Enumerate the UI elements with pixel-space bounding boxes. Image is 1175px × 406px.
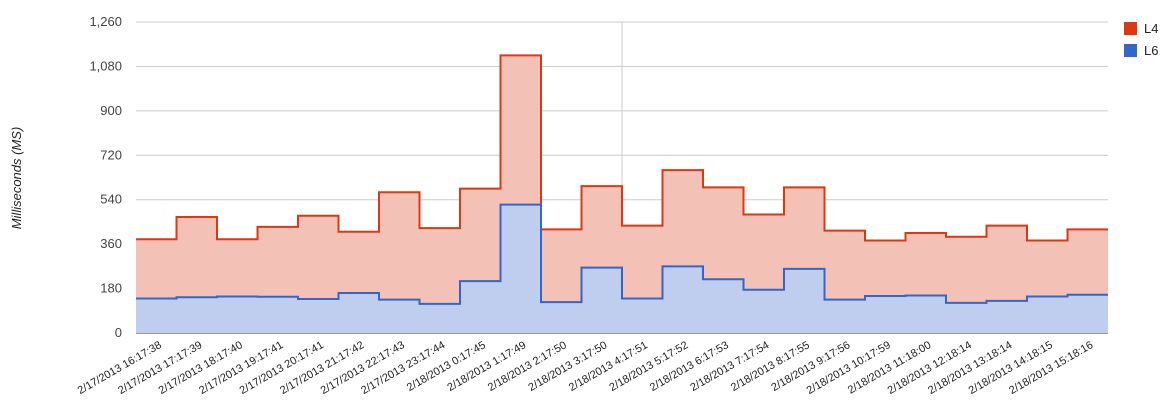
y-axis-title: Milliseconds (MS) [9, 127, 24, 230]
y-tick-label: 0 [115, 325, 122, 340]
legend-swatch-l6 [1124, 44, 1137, 57]
y-tick-label: 1,260 [89, 14, 122, 29]
series-line-l6 [136, 203, 1108, 305]
legend-label-l6: L6 [1144, 43, 1158, 58]
y-tick-label: 900 [100, 103, 122, 118]
y-tick-label: 540 [100, 192, 122, 207]
series-line-l4 [136, 54, 1108, 242]
legend-label-l4: L4 [1144, 21, 1158, 36]
y-tick-label: 360 [100, 236, 122, 251]
y-axis-ticks: 0 180 360 540 720 900 1,080 1,260 [89, 14, 122, 340]
series-areas [136, 54, 1108, 333]
y-tick-label: 720 [100, 147, 122, 162]
legend-swatch-l4 [1124, 22, 1137, 35]
y-tick-label: 180 [100, 281, 122, 296]
y-tick-label: 1,080 [89, 58, 122, 73]
x-axis-ticks: 2/17/2013 16:17:382/17/2013 17:17:392/17… [76, 339, 1096, 397]
